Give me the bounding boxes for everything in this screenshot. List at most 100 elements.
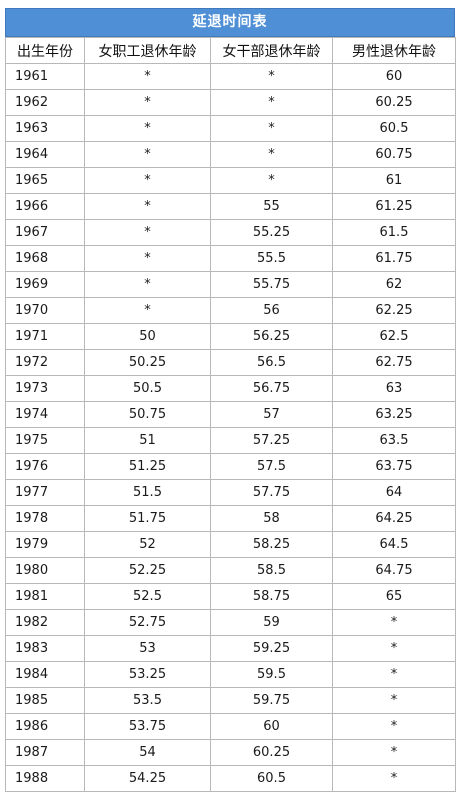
table-row: 1984 53.25 59.5 *: [5, 661, 456, 688]
table-row: 1969 * 55.75 62: [5, 271, 456, 298]
female-worker-age-cell: *: [84, 219, 211, 246]
birth-year-cell: 1978: [5, 505, 85, 532]
male-age-cell: 61.75: [332, 245, 456, 272]
female-cadre-age-cell: 58.75: [210, 583, 333, 610]
birth-year-cell: 1968: [5, 245, 85, 272]
male-age-cell: 60.5: [332, 115, 456, 142]
male-age-cell: 60.25: [332, 89, 456, 116]
female-cadre-age-cell: 58: [210, 505, 333, 532]
female-worker-age-cell: 50.5: [84, 375, 211, 402]
table-body: 1961 * * 60 1962 * * 60.25 1963 * * 60.5 1964 * * 60.75…: [5, 63, 456, 792]
male-age-cell: *: [332, 635, 456, 662]
birth-year-cell: 1967: [5, 219, 85, 246]
male-age-cell: 62.75: [332, 349, 456, 376]
male-age-cell: *: [332, 687, 456, 714]
female-cadre-age-cell: 59.75: [210, 687, 333, 714]
female-worker-age-cell: *: [84, 63, 211, 90]
header-female-worker-age: 女职工退休年龄: [84, 37, 211, 64]
female-worker-age-cell: 53: [84, 635, 211, 662]
female-worker-age-cell: *: [84, 245, 211, 272]
female-worker-age-cell: *: [84, 89, 211, 116]
male-age-cell: 64.5: [332, 531, 456, 558]
female-worker-age-cell: 50.75: [84, 401, 211, 428]
birth-year-cell: 1973: [5, 375, 85, 402]
male-age-cell: *: [332, 713, 456, 740]
female-worker-age-cell: *: [84, 193, 211, 220]
birth-year-cell: 1985: [5, 687, 85, 714]
table-row: 1981 52.5 58.75 65: [5, 583, 456, 610]
male-age-cell: 61.25: [332, 193, 456, 220]
female-cadre-age-cell: 55: [210, 193, 333, 220]
female-worker-age-cell: 52.5: [84, 583, 211, 610]
female-worker-age-cell: *: [84, 141, 211, 168]
birth-year-cell: 1983: [5, 635, 85, 662]
table-row: 1961 * * 60: [5, 63, 456, 90]
table-row: 1988 54.25 60.5 *: [5, 765, 456, 792]
male-age-cell: 62.25: [332, 297, 456, 324]
male-age-cell: 62: [332, 271, 456, 298]
table-row: 1973 50.5 56.75 63: [5, 375, 456, 402]
table-row: 1983 53 59.25 *: [5, 635, 456, 662]
female-worker-age-cell: *: [84, 167, 211, 194]
female-cadre-age-cell: 59.5: [210, 661, 333, 688]
birth-year-cell: 1984: [5, 661, 85, 688]
female-worker-age-cell: 51.25: [84, 453, 211, 480]
header-male-age: 男性退休年龄: [332, 37, 456, 64]
birth-year-cell: 1966: [5, 193, 85, 220]
female-worker-age-cell: *: [84, 297, 211, 324]
female-worker-age-cell: 52.75: [84, 609, 211, 636]
female-worker-age-cell: 53.75: [84, 713, 211, 740]
retirement-delay-sheet: 延退时间表 出生年份 女职工退休年龄 女干部退休年龄 男性退休年龄 1961 * *…: [5, 8, 456, 792]
birth-year-cell: 1969: [5, 271, 85, 298]
male-age-cell: *: [332, 739, 456, 766]
male-age-cell: *: [332, 661, 456, 688]
female-cadre-age-cell: 60: [210, 713, 333, 740]
table-row: 1976 51.25 57.5 63.75: [5, 453, 456, 480]
male-age-cell: 60.75: [332, 141, 456, 168]
retirement-age-table: 出生年份 女职工退休年龄 女干部退休年龄 男性退休年龄 1961 * * 60 1962…: [5, 37, 456, 792]
male-age-cell: 62.5: [332, 323, 456, 350]
female-cadre-age-cell: 57.25: [210, 427, 333, 454]
male-age-cell: *: [332, 765, 456, 792]
birth-year-cell: 1988: [5, 765, 85, 792]
male-age-cell: 61: [332, 167, 456, 194]
header-female-cadre-age: 女干部退休年龄: [210, 37, 333, 64]
table-row: 1977 51.5 57.75 64: [5, 479, 456, 506]
birth-year-cell: 1986: [5, 713, 85, 740]
birth-year-cell: 1982: [5, 609, 85, 636]
header-row: 出生年份 女职工退休年龄 女干部退休年龄 男性退休年龄: [5, 37, 456, 64]
female-cadre-age-cell: 55.5: [210, 245, 333, 272]
female-worker-age-cell: 53.25: [84, 661, 211, 688]
table-row: 1968 * 55.5 61.75: [5, 245, 456, 272]
table-row: 1972 50.25 56.5 62.75: [5, 349, 456, 376]
male-age-cell: 65: [332, 583, 456, 610]
header-birth-year: 出生年份: [5, 37, 85, 64]
female-cadre-age-cell: *: [210, 63, 333, 90]
female-worker-age-cell: 51.75: [84, 505, 211, 532]
female-worker-age-cell: 54: [84, 739, 211, 766]
female-worker-age-cell: *: [84, 115, 211, 142]
birth-year-cell: 1962: [5, 89, 85, 116]
male-age-cell: *: [332, 609, 456, 636]
birth-year-cell: 1974: [5, 401, 85, 428]
table-row: 1967 * 55.25 61.5: [5, 219, 456, 246]
male-age-cell: 63: [332, 375, 456, 402]
birth-year-cell: 1972: [5, 349, 85, 376]
male-age-cell: 64: [332, 479, 456, 506]
female-cadre-age-cell: 60.5: [210, 765, 333, 792]
birth-year-cell: 1961: [5, 63, 85, 90]
female-worker-age-cell: 51.5: [84, 479, 211, 506]
birth-year-cell: 1963: [5, 115, 85, 142]
table-row: 1982 52.75 59 *: [5, 609, 456, 636]
table-row: 1964 * * 60.75: [5, 141, 456, 168]
female-cadre-age-cell: *: [210, 115, 333, 142]
birth-year-cell: 1971: [5, 323, 85, 350]
female-cadre-age-cell: 56.25: [210, 323, 333, 350]
female-cadre-age-cell: 55.25: [210, 219, 333, 246]
male-age-cell: 60: [332, 63, 456, 90]
birth-year-cell: 1980: [5, 557, 85, 584]
table-row: 1979 52 58.25 64.5: [5, 531, 456, 558]
female-cadre-age-cell: 56.75: [210, 375, 333, 402]
birth-year-cell: 1970: [5, 297, 85, 324]
table-row: 1975 51 57.25 63.5: [5, 427, 456, 454]
